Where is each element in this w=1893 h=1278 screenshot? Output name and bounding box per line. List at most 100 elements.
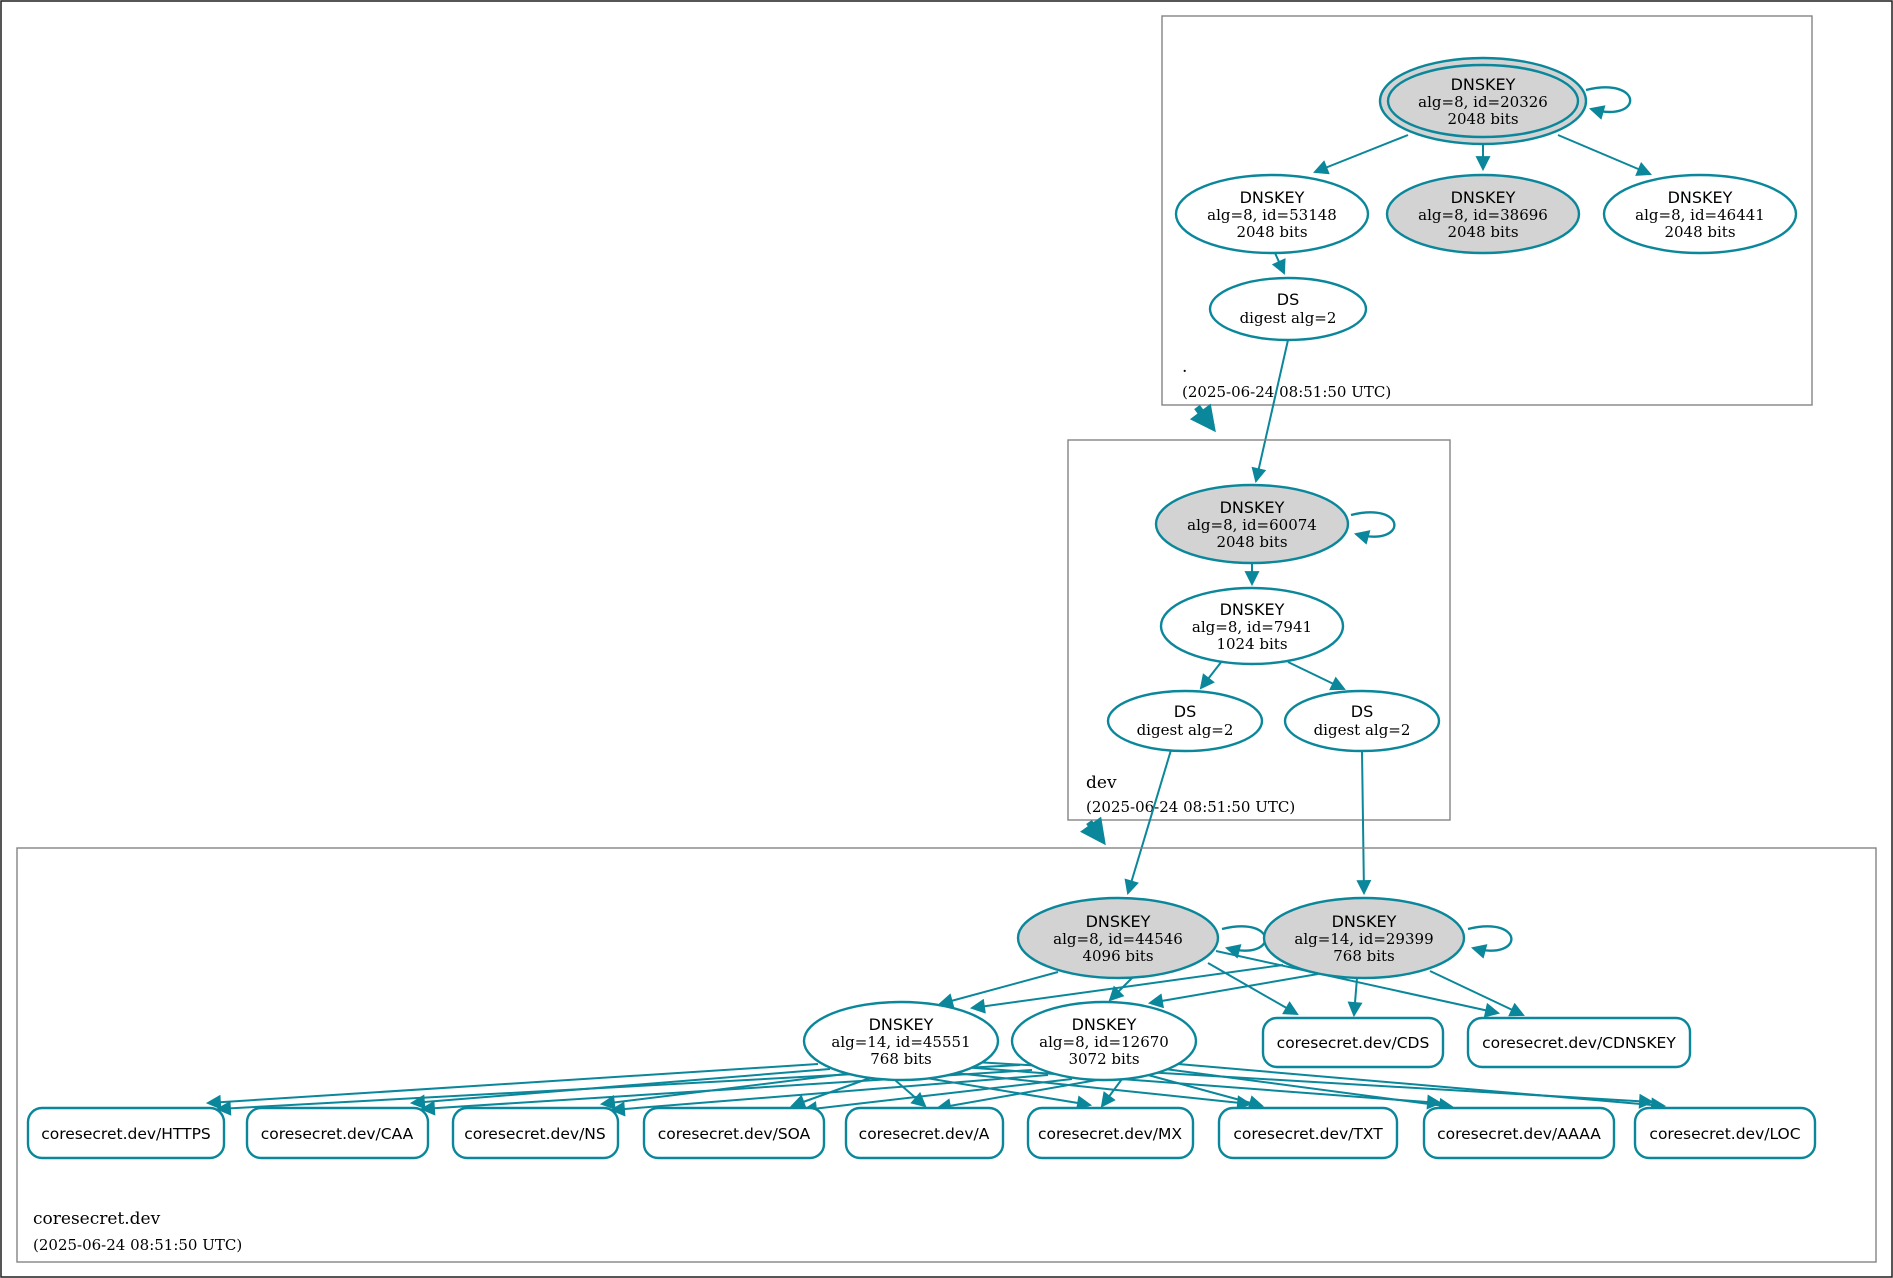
node-detail: alg=8, id=53148 (1207, 206, 1337, 224)
edge-devds2-to-ksk29399 (1356, 750, 1372, 896)
rrset-node-soa[interactable]: coresecret.dev/SOA (642, 1106, 826, 1160)
zone-timestamp-root: (2025-06-24 08:51:50 UTC) (1182, 383, 1391, 401)
rrset-label: coresecret.dev/CDNSKEY (1482, 1034, 1676, 1052)
dnskey-node-7941[interactable]: DNSKEY alg=8, id=7941 1024 bits (1159, 586, 1345, 666)
edge-ksk20326-to-key46441 (1557, 134, 1652, 176)
edge-zsk12670-to-aaaa (1164, 1068, 1455, 1113)
rrset-node-ns[interactable]: coresecret.dev/NS (451, 1106, 620, 1160)
node-detail: digest alg=2 (1137, 721, 1234, 739)
node-title: DNSKEY (1668, 188, 1733, 207)
edge-key7941-to-ds1 (1199, 660, 1223, 690)
node-detail: digest alg=2 (1240, 309, 1337, 327)
node-title: DNSKEY (1220, 498, 1285, 517)
node-detail: digest alg=2 (1314, 721, 1411, 739)
ds-node-dev-1[interactable]: DS digest alg=2 (1106, 689, 1264, 753)
zone-timestamp-dev: (2025-06-24 08:51:50 UTC) (1086, 798, 1295, 816)
self-loop-ksk44546 (1221, 925, 1267, 959)
node-detail: 768 bits (870, 1050, 932, 1068)
rrset-label: coresecret.dev/MX (1038, 1125, 1182, 1143)
zone-label-coresecret: coresecret.dev (33, 1209, 161, 1229)
self-loop-ksk29399 (1467, 925, 1513, 959)
node-detail: 2048 bits (1236, 223, 1307, 241)
edge-ksk29399-to-zsk45551 (969, 964, 1284, 1014)
rrset-node-aaaa[interactable]: coresecret.dev/AAAA (1422, 1106, 1616, 1160)
edge-zsk12670-to-soa (801, 1078, 1073, 1116)
self-loop-ksk20326 (1585, 86, 1632, 120)
dnskey-node-12670[interactable]: DNSKEY alg=8, id=12670 3072 bits (1010, 1000, 1198, 1082)
zone-label-dev: dev (1086, 773, 1117, 793)
node-detail: alg=8, id=60074 (1187, 516, 1317, 534)
node-title: DNSKEY (1220, 600, 1285, 619)
node-title: DS (1174, 702, 1196, 721)
rrset-label: coresecret.dev/TXT (1233, 1125, 1383, 1143)
edge-devds1-to-ksk44546 (1124, 749, 1172, 896)
rrset-node-https[interactable]: coresecret.dev/HTTPS (26, 1106, 226, 1160)
dnskey-node-53148[interactable]: DNSKEY alg=8, id=53148 2048 bits (1174, 173, 1370, 255)
dnskey-node-44546[interactable]: DNSKEY alg=8, id=44546 4096 bits (1016, 896, 1220, 980)
dnskey-node-29399[interactable]: DNSKEY alg=14, id=29399 768 bits (1262, 896, 1466, 980)
delegation-arrow-dev-to-coresecret (1080, 816, 1106, 846)
node-detail: 2048 bits (1216, 533, 1287, 551)
node-detail: 4096 bits (1082, 947, 1153, 965)
rrset-label: coresecret.dev/LOC (1649, 1125, 1800, 1143)
rrset-label: coresecret.dev/SOA (658, 1125, 811, 1143)
node-detail: alg=8, id=12670 (1039, 1033, 1169, 1051)
node-detail: alg=8, id=38696 (1418, 206, 1548, 224)
rrset-node-txt[interactable]: coresecret.dev/TXT (1217, 1106, 1399, 1160)
zone-box-coresecret (16, 847, 1877, 1263)
edge-ksk29399-to-cds (1347, 977, 1363, 1018)
edge-zsk12670-to-ns (609, 1074, 1049, 1117)
dnskey-node-45551[interactable]: DNSKEY alg=14, id=45551 768 bits (802, 1000, 1000, 1082)
node-title: DNSKEY (869, 1015, 934, 1034)
dnskey-node-38696[interactable]: DNSKEY alg=8, id=38696 2048 bits (1385, 173, 1581, 255)
zone-label-root: . (1182, 357, 1187, 377)
node-detail: alg=8, id=44546 (1053, 930, 1183, 948)
rrset-node-cds[interactable]: coresecret.dev/CDS (1261, 1016, 1445, 1069)
node-detail: alg=14, id=45551 (831, 1033, 970, 1051)
rrset-label: coresecret.dev/AAAA (1437, 1125, 1601, 1143)
rrset-node-caa[interactable]: coresecret.dev/CAA (245, 1106, 430, 1160)
rrset-node-mx[interactable]: coresecret.dev/MX (1026, 1106, 1195, 1160)
edge-zsk45551-to-aaaa (961, 1066, 1443, 1110)
edge-ksk44546-to-cds (1207, 962, 1299, 1016)
rrset-node-cdnskey[interactable]: coresecret.dev/CDNSKEY (1466, 1016, 1692, 1069)
node-title: DNSKEY (1451, 188, 1516, 207)
node-title: DNSKEY (1086, 912, 1151, 931)
rrset-node-a[interactable]: coresecret.dev/A (844, 1106, 1005, 1160)
edge-zsk45551-to-mx (919, 1076, 1093, 1111)
node-title: DS (1277, 290, 1299, 309)
dnskey-node-60074[interactable]: DNSKEY alg=8, id=60074 2048 bits (1154, 483, 1350, 565)
zone-timestamp-coresecret: (2025-06-24 08:51:50 UTC) (33, 1236, 242, 1254)
edge-ksk44546-to-zsk12670 (1108, 976, 1134, 1002)
edge-zsk12670-to-txt (1147, 1074, 1265, 1110)
node-title: DNSKEY (1451, 75, 1516, 94)
zone-box-dev (1067, 439, 1451, 821)
edge-zsk45551-to-a (894, 1079, 927, 1108)
ds-node-dev-2[interactable]: DS digest alg=2 (1283, 689, 1441, 753)
node-title: DNSKEY (1240, 188, 1305, 207)
rrset-label: coresecret.dev/NS (464, 1125, 605, 1143)
node-title: DNSKEY (1332, 912, 1397, 931)
node-detail: 2048 bits (1447, 223, 1518, 241)
edge-ksk29399-to-zsk12670 (1147, 973, 1319, 1009)
node-detail: alg=8, id=20326 (1418, 93, 1548, 111)
zone-dev: DNSKEY alg=8, id=60074 2048 bits DNSKEY … (1067, 439, 1451, 821)
dnskey-node-46441[interactable]: DNSKEY alg=8, id=46441 2048 bits (1602, 173, 1798, 255)
edge-ksk20326-to-key53148 (1313, 134, 1409, 175)
node-detail: 2048 bits (1664, 223, 1735, 241)
node-detail: alg=8, id=46441 (1635, 206, 1765, 224)
node-title: DNSKEY (1072, 1015, 1137, 1034)
rrset-label: coresecret.dev/A (859, 1125, 990, 1143)
node-detail: 2048 bits (1447, 110, 1518, 128)
edge-zsk12670-to-loc (1177, 1063, 1667, 1113)
rrset-node-loc[interactable]: coresecret.dev/LOC (1633, 1106, 1817, 1160)
edge-zsk45551-to-txt (944, 1071, 1253, 1111)
ds-node-root[interactable]: DS digest alg=2 (1208, 276, 1368, 342)
edge-rootds-to-ksk60074 (1251, 339, 1289, 484)
zone-coresecret: DNSKEY alg=8, id=44546 4096 bits DNSKEY … (16, 847, 1877, 1263)
dnskey-node-20326[interactable]: DNSKEY alg=8, id=20326 2048 bits (1378, 56, 1588, 146)
edge-ksk29399-to-cdnskey (1429, 970, 1525, 1017)
zone-root: DNSKEY alg=8, id=20326 2048 bits DNSKEY … (1161, 15, 1813, 406)
